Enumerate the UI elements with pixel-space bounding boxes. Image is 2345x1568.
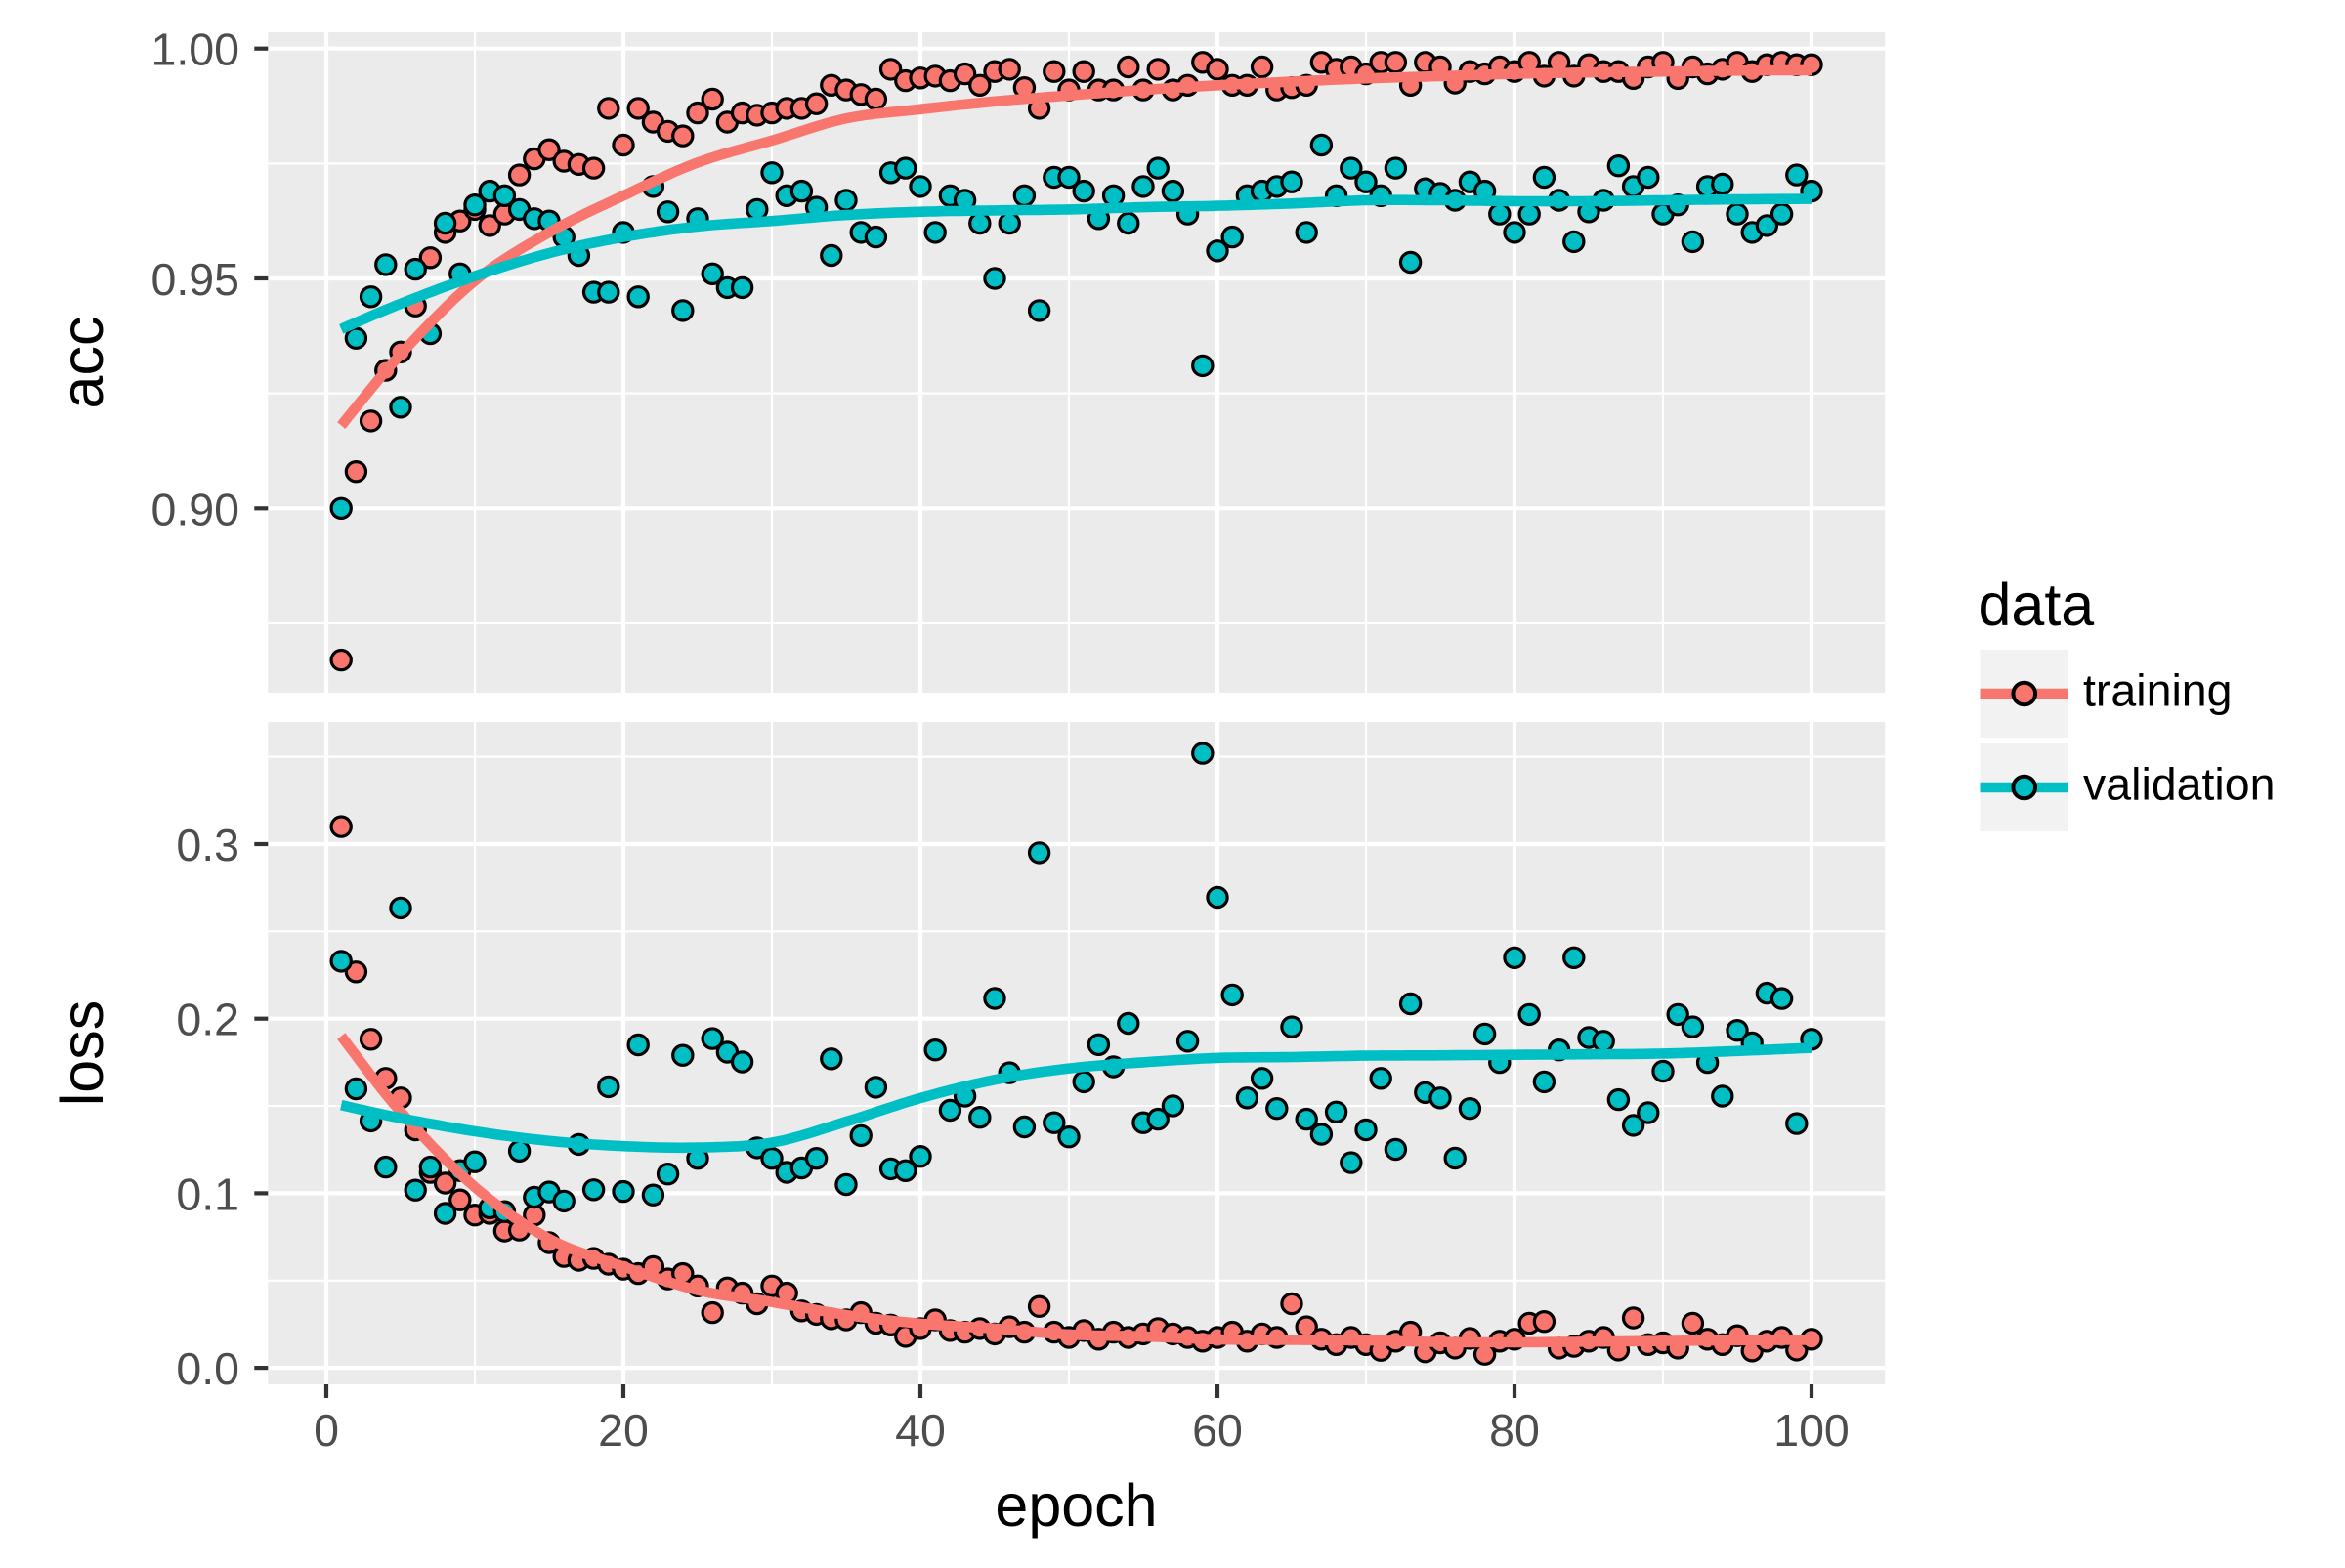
svg-text:80: 80 — [1489, 1405, 1540, 1456]
svg-text:0.3: 0.3 — [176, 820, 239, 870]
svg-text:data: data — [1979, 572, 2095, 638]
svg-text:20: 20 — [598, 1405, 649, 1456]
svg-text:acc: acc — [49, 317, 115, 409]
svg-text:40: 40 — [895, 1405, 946, 1456]
svg-text:0.0: 0.0 — [176, 1343, 239, 1394]
svg-text:validation: validation — [2083, 759, 2275, 810]
svg-text:training: training — [2083, 665, 2233, 716]
svg-text:0.90: 0.90 — [150, 484, 239, 534]
svg-text:0: 0 — [314, 1405, 339, 1456]
svg-text:epoch: epoch — [995, 1472, 1157, 1539]
svg-text:0.95: 0.95 — [150, 254, 239, 305]
svg-text:1.00: 1.00 — [150, 24, 239, 75]
svg-text:0.1: 0.1 — [176, 1168, 239, 1219]
svg-text:60: 60 — [1192, 1405, 1243, 1456]
svg-text:0.2: 0.2 — [176, 995, 239, 1045]
svg-text:100: 100 — [1773, 1405, 1850, 1456]
svg-text:loss: loss — [49, 1000, 115, 1106]
